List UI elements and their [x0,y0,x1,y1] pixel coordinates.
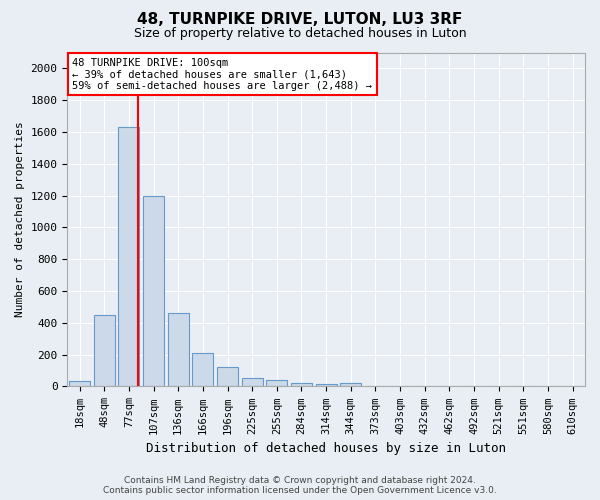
Bar [118,127,139,386]
Bar [217,366,238,386]
Bar [193,353,214,386]
Y-axis label: Number of detached properties: Number of detached properties [15,122,25,318]
Bar [316,384,337,386]
Bar [94,315,115,386]
X-axis label: Distribution of detached houses by size in Luton: Distribution of detached houses by size … [146,442,506,455]
Bar [69,381,90,386]
Bar [242,378,263,386]
Bar [340,384,361,386]
Text: Size of property relative to detached houses in Luton: Size of property relative to detached ho… [134,28,466,40]
Text: Contains HM Land Registry data © Crown copyright and database right 2024.
Contai: Contains HM Land Registry data © Crown c… [103,476,497,495]
Bar [266,380,287,386]
Bar [143,196,164,386]
Bar [291,384,312,386]
Text: 48, TURNPIKE DRIVE, LUTON, LU3 3RF: 48, TURNPIKE DRIVE, LUTON, LU3 3RF [137,12,463,28]
Bar [168,314,188,386]
Text: 48 TURNPIKE DRIVE: 100sqm
← 39% of detached houses are smaller (1,643)
59% of se: 48 TURNPIKE DRIVE: 100sqm ← 39% of detac… [73,58,373,90]
